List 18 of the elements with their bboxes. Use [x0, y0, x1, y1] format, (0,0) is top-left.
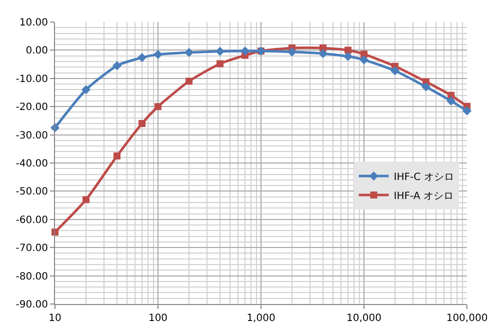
y-tick-label: -80.00 — [16, 271, 48, 282]
y-tick-label: -40.00 — [16, 158, 48, 170]
y-tick-label: -50.00 — [16, 186, 48, 198]
x-tick-label: 100,000 — [446, 313, 488, 324]
legend-label: IHF-A オシロ — [394, 190, 454, 202]
y-tick-label: -30.00 — [16, 130, 48, 142]
x-tick-label: 100 — [148, 313, 168, 324]
y-tick-label: -70.00 — [16, 243, 48, 254]
y-tick-label: 10.00 — [19, 18, 48, 28]
x-tick-label: 10 — [48, 313, 62, 324]
y-tick-label: -90.00 — [16, 300, 48, 310]
y-tick-label: -10.00 — [16, 74, 48, 85]
x-tick-label: 1,000 — [246, 313, 276, 324]
y-tick-label: -60.00 — [16, 214, 48, 226]
legend-label: IHF-C オシロ — [394, 172, 454, 183]
y-tick-label: 0.00 — [26, 46, 48, 57]
y-tick-label: -20.00 — [16, 102, 48, 114]
x-tick-label: 10,000 — [346, 313, 382, 324]
